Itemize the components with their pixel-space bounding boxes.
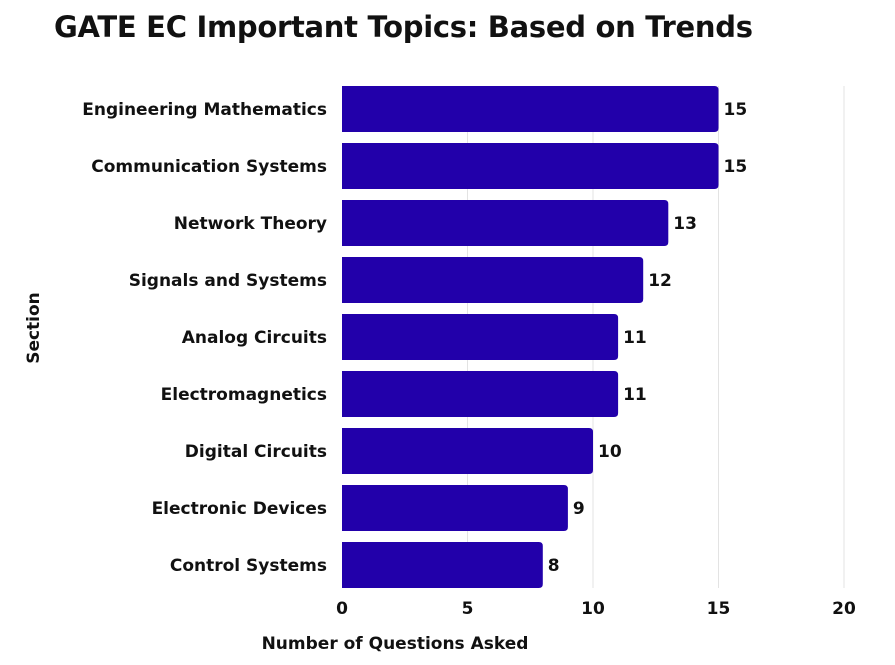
x-tick-label: 0 <box>336 599 348 619</box>
bar <box>342 542 543 588</box>
value-label: 8 <box>548 556 560 576</box>
x-tick-label: 5 <box>462 599 474 619</box>
category-label: Analog Circuits <box>182 328 327 348</box>
category-label: Engineering Mathematics <box>82 100 327 120</box>
category-label: Digital Circuits <box>185 442 327 462</box>
category-label: Electromagnetics <box>161 385 327 405</box>
value-labels: 15 15 13 12 11 11 10 9 8 <box>548 100 747 576</box>
x-tick-label: 20 <box>832 599 856 619</box>
value-label: 11 <box>623 328 647 348</box>
bar <box>342 86 719 132</box>
category-labels: Engineering Mathematics Communication Sys… <box>82 100 327 576</box>
x-tick-label: 10 <box>581 599 605 619</box>
bars <box>342 86 719 588</box>
bar <box>342 143 719 189</box>
category-label: Control Systems <box>170 556 327 576</box>
value-label: 11 <box>623 385 647 405</box>
x-axis-title: Number of Questions Asked <box>262 634 529 654</box>
bar <box>342 485 568 531</box>
value-label: 15 <box>724 100 748 120</box>
x-tick-labels: 0 5 10 15 20 <box>336 599 856 619</box>
category-label: Communication Systems <box>91 157 327 177</box>
bar <box>342 314 619 360</box>
bar <box>342 428 593 474</box>
y-axis-title: Section <box>24 292 44 364</box>
value-label: 10 <box>598 442 622 462</box>
bar <box>342 200 669 246</box>
value-label: 9 <box>573 499 585 519</box>
bar <box>342 371 619 417</box>
category-label: Network Theory <box>174 214 327 234</box>
value-label: 13 <box>673 214 697 234</box>
value-label: 12 <box>648 271 672 291</box>
x-tick-label: 15 <box>707 599 731 619</box>
category-label: Electronic Devices <box>152 499 327 519</box>
category-label: Signals and Systems <box>129 271 327 291</box>
bar <box>342 257 644 303</box>
chart-title: GATE EC Important Topics: Based on Trend… <box>54 10 753 44</box>
value-label: 15 <box>724 157 748 177</box>
